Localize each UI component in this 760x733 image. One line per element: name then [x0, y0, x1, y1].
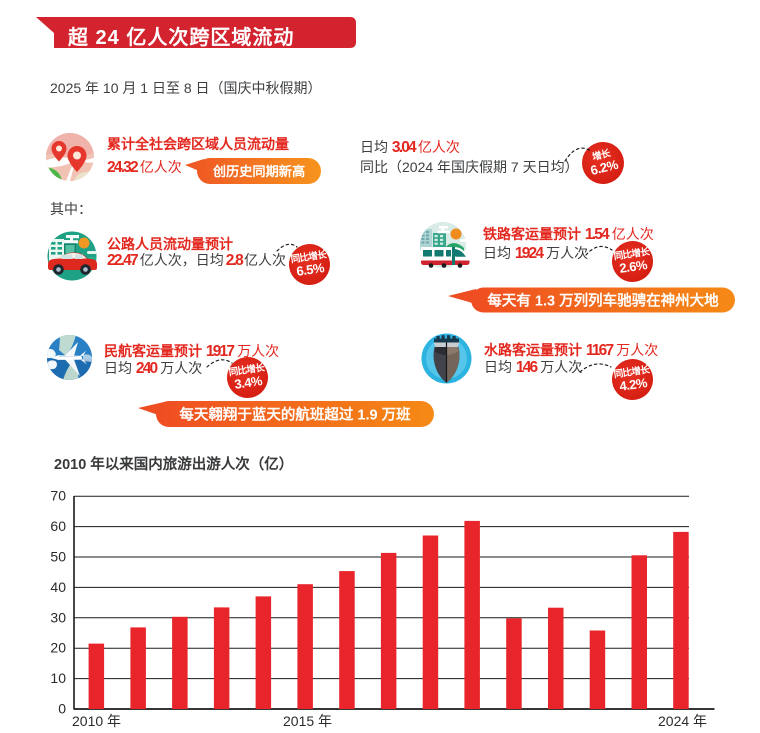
svg-text:创历史同期新高: 创历史同期新高: [212, 163, 305, 179]
svg-text:10: 10: [50, 670, 66, 686]
svg-text:40: 40: [50, 579, 66, 595]
svg-text:2015 年: 2015 年: [283, 713, 332, 729]
svg-text:每天有 1.3 万列列车驰骋在神州大地: 每天有 1.3 万列列车驰骋在神州大地: [487, 291, 719, 309]
svg-text:50: 50: [50, 549, 66, 565]
svg-text:70: 70: [50, 488, 66, 504]
svg-text:2010 年: 2010 年: [72, 713, 121, 729]
svg-text:60: 60: [50, 518, 66, 534]
svg-text:每天翱翔于蓝天的航班超过 1.9 万班: 每天翱翔于蓝天的航班超过 1.9 万班: [179, 405, 411, 423]
svg-text:30: 30: [50, 609, 66, 625]
svg-text:2024 年: 2024 年: [658, 713, 707, 729]
svg-text:0: 0: [58, 701, 66, 717]
svg-text:20: 20: [50, 640, 66, 656]
